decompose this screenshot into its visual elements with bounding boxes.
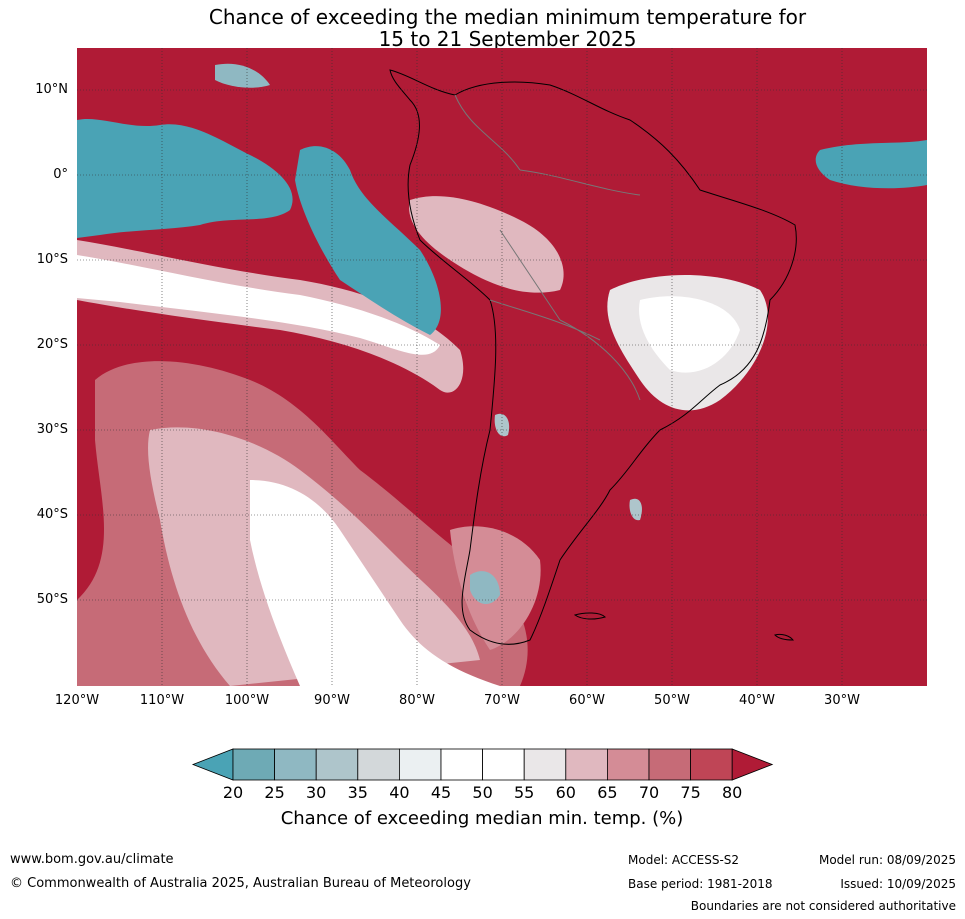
- below-median-region: [215, 63, 270, 88]
- colorbar-cell: [315, 748, 359, 781]
- contour-region: [77, 255, 440, 355]
- colorbar-cell: [274, 748, 317, 781]
- contour-region: [639, 296, 740, 373]
- colorbar-cell: [482, 748, 525, 781]
- below-median-region: [77, 118, 293, 238]
- colorbar-tick-label: 20: [222, 783, 244, 802]
- colorbar-cell: [440, 748, 483, 781]
- contour-region: [250, 480, 500, 686]
- lat-tick-label: 40°S: [36, 507, 68, 522]
- country-borders: [454, 94, 641, 401]
- colorbar-tick-label: 75: [680, 783, 701, 802]
- colorbar-tick-label: 30: [306, 783, 327, 802]
- colorbar-extend-low: [191, 748, 234, 781]
- colorbar-cell: [523, 748, 567, 781]
- lon-tick-label: 110°W: [139, 693, 185, 708]
- lon-tick-label: 60°W: [569, 693, 605, 708]
- colorbar-tick-label: 25: [264, 783, 285, 802]
- lon-tick-label: 70°W: [484, 693, 520, 708]
- colorbar-cell: [357, 748, 400, 781]
- below-median-region: [815, 140, 927, 189]
- below-median-region: [494, 413, 510, 437]
- colorbar-tick-label: 80: [722, 783, 743, 802]
- issued-date: Issued: 10/09/2025: [840, 877, 956, 891]
- lon-tick-label: 100°W: [224, 693, 270, 708]
- lon-tick-label: 120°W: [54, 693, 100, 708]
- lat-tick-label: 50°S: [36, 592, 68, 607]
- colorbar-extend-high: [731, 748, 774, 781]
- below-median-region: [295, 146, 441, 335]
- colorbar-tick-label: 55: [514, 783, 535, 802]
- boundary-disclaimer: Boundaries are not considered authoritat…: [690, 899, 956, 913]
- graticule: [77, 48, 927, 686]
- lat-tick-label: 10°S: [36, 252, 68, 267]
- map-plot-area: [77, 48, 927, 686]
- colorbar-tick-label: 35: [347, 783, 368, 802]
- lat-tick-label: 30°S: [36, 422, 68, 437]
- model-run-date: Model run: 08/09/2025: [818, 853, 956, 867]
- islands: [573, 612, 795, 641]
- colorbar-cell: [690, 748, 733, 781]
- copyright-text: © Commonwealth of Australia 2025, Austra…: [10, 876, 471, 891]
- map-title-line2: 15 to 21 September 2025: [378, 27, 637, 51]
- lat-tick-label: 10°N: [35, 82, 68, 97]
- colorbar-tick-label: 60: [555, 783, 576, 802]
- lon-tick-label: 40°W: [739, 693, 775, 708]
- colorbar-tick-label: 50: [472, 783, 493, 802]
- lon-tick-label: 80°W: [399, 693, 435, 708]
- contour-region: [409, 196, 564, 293]
- website-link[interactable]: www.bom.gov.au/climate: [10, 852, 174, 867]
- model-name: Model: ACCESS-S2: [628, 853, 740, 867]
- lon-tick-label: 90°W: [314, 693, 350, 708]
- colorbar-tick-label: 70: [638, 783, 660, 802]
- lon-tick-label: 30°W: [824, 693, 860, 708]
- base-period: Base period: 1981-2018: [628, 877, 773, 891]
- colorbar-tick-label: 65: [597, 783, 618, 802]
- colorbar-cell: [398, 748, 442, 781]
- colorbar-cell: [648, 748, 691, 781]
- colorbar-tick-label: 40: [389, 783, 410, 802]
- lat-tick-label: 0°: [53, 167, 68, 182]
- colorbar-title: Chance of exceeding median min. temp. (%…: [280, 808, 684, 829]
- below-median-region: [470, 571, 500, 605]
- probability-contours: [77, 63, 927, 686]
- colorbar-cell: [565, 748, 608, 781]
- colorbar-tick-label: 45: [430, 783, 452, 802]
- south-america-coastline: [389, 69, 797, 645]
- lat-tick-label: 20°S: [36, 337, 68, 352]
- colorbar-cell: [232, 748, 275, 781]
- lon-tick-label: 50°W: [654, 693, 690, 708]
- map-title-line1: Chance of exceeding the median minimum t…: [208, 5, 807, 29]
- colorbar-cell: [607, 748, 650, 781]
